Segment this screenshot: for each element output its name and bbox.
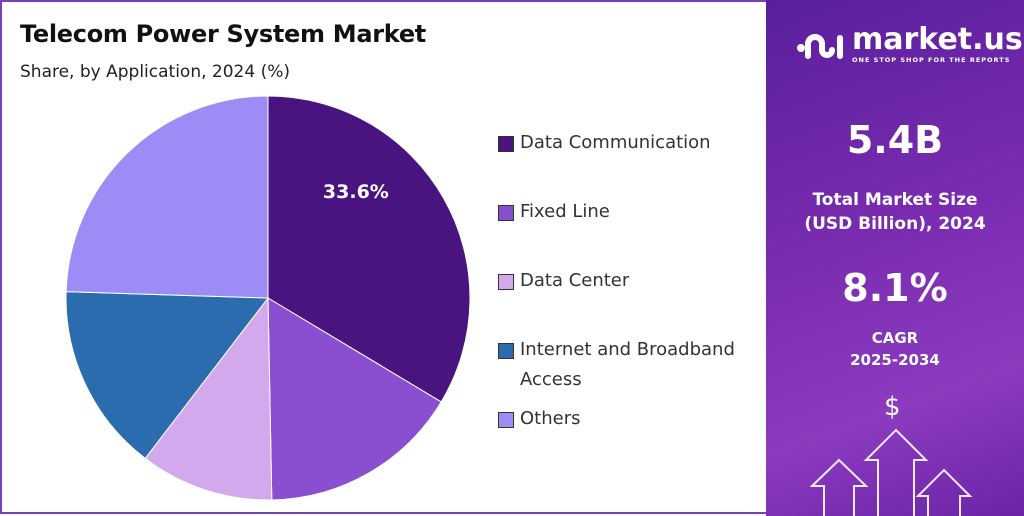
pie-chart: 33.6% <box>65 95 471 501</box>
chart-subtitle: Share, by Application, 2024 (%) <box>20 62 290 82</box>
cagr-period: 2025-2034 <box>850 351 940 369</box>
legend-item-data-center: Data Center <box>498 266 758 296</box>
summary-sidebar: market.us ONE STOP SHOP FOR THE REPORTS … <box>766 0 1024 516</box>
logo-text: market.us <box>852 22 1023 57</box>
legend-swatch <box>498 136 514 152</box>
legend-item-internet-broadband: Internet and Broadband Access <box>498 335 758 395</box>
cagr-label: CAGR <box>871 329 919 347</box>
market-size-label-2: (USD Billion), 2024 <box>804 214 986 234</box>
dollar-icon: $ <box>884 392 901 422</box>
pie-slice-data-center <box>144 296 273 501</box>
logo-icon <box>797 34 843 59</box>
legend-item-fixed-line: Fixed Line <box>498 197 758 227</box>
chart-title: Telecom Power System Market <box>20 20 426 48</box>
legend-swatch <box>498 343 514 359</box>
pie-slice-others <box>65 95 269 299</box>
legend-swatch <box>498 412 514 428</box>
market-size-value: 5.4B <box>846 118 944 162</box>
market-us-logo: market.us ONE STOP SHOP FOR THE REPORTS <box>796 22 1023 64</box>
legend-swatch <box>498 205 514 221</box>
pie-slice-internet-and-broadband-access <box>65 291 269 460</box>
growth-arrows-icon <box>809 428 973 516</box>
market-size-label-1: Total Market Size <box>812 190 978 210</box>
pie-slice-fixed-line <box>267 297 442 501</box>
logo-tagline: ONE STOP SHOP FOR THE REPORTS <box>852 56 1011 64</box>
cagr-value: 8.1% <box>842 266 948 310</box>
legend-item-data-communication: Data Communication <box>498 128 758 158</box>
pie-slice-data-communication <box>267 95 471 403</box>
legend-swatch <box>498 274 514 290</box>
data-label: 33.6% <box>323 181 389 203</box>
legend-item-others: Others <box>498 404 758 434</box>
